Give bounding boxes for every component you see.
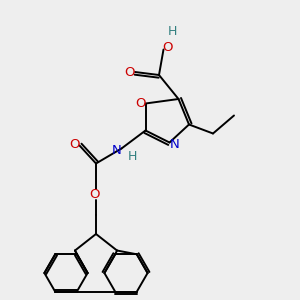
Text: O: O: [135, 97, 145, 110]
Text: O: O: [69, 137, 79, 151]
Text: N: N: [170, 137, 180, 151]
Text: H: H: [168, 25, 177, 38]
Text: H: H: [127, 149, 137, 163]
Text: O: O: [162, 40, 173, 54]
Text: N: N: [112, 143, 122, 157]
Text: O: O: [89, 188, 100, 202]
Text: O: O: [124, 65, 135, 79]
